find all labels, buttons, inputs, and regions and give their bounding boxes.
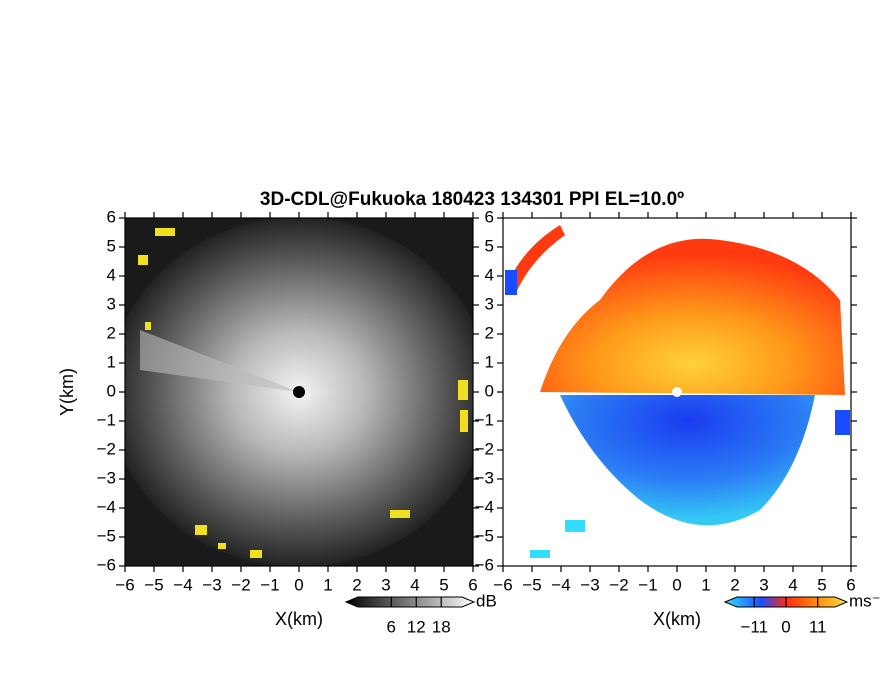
y-tick-label: 1 — [107, 352, 116, 371]
y-tick-label: 6 — [485, 207, 494, 226]
y-tick-label: −2 — [97, 439, 116, 458]
y-tick-label: −1 — [97, 410, 116, 429]
x-tick-label: 3 — [759, 575, 768, 594]
reflectivity-field — [125, 218, 473, 566]
y-tick-label: −4 — [97, 497, 116, 516]
x-tick-label: 1 — [323, 575, 332, 594]
x-axis-label: X(km) — [653, 609, 701, 629]
y-tick-label: −6 — [475, 555, 494, 574]
colorbar-tick-label: −11 — [741, 617, 769, 636]
x-tick-label: 4 — [410, 575, 419, 594]
y-tick-label: 0 — [485, 381, 494, 400]
x-axis-label: X(km) — [275, 609, 323, 629]
x-tick-label: −1 — [638, 575, 657, 594]
y-tick-label: 4 — [485, 265, 494, 284]
x-tick-label: 1 — [701, 575, 710, 594]
y-tick-label: 4 — [107, 265, 116, 284]
x-tick-label: −1 — [260, 575, 279, 594]
x-tick-label: −6 — [493, 575, 512, 594]
y-tick-label: 5 — [107, 236, 116, 255]
x-tick-label: −6 — [115, 575, 134, 594]
y-tick-label: 1 — [485, 352, 494, 371]
x-tick-label: 6 — [846, 575, 855, 594]
y-tick-label: −6 — [97, 555, 116, 574]
y-tick-label: −5 — [97, 526, 116, 545]
x-tick-label: −5 — [522, 575, 541, 594]
x-tick-label: 2 — [352, 575, 361, 594]
x-tick-label: 4 — [788, 575, 797, 594]
x-tick-label: 5 — [439, 575, 448, 594]
y-tick-label: 0 — [107, 381, 116, 400]
x-tick-label: −4 — [551, 575, 570, 594]
colorbar-tick-label: 12 — [407, 617, 426, 636]
colorbar-tick-label: 6 — [387, 617, 396, 636]
x-tick-label: 0 — [294, 575, 303, 594]
x-tick-label: 5 — [817, 575, 826, 594]
x-tick-label: −3 — [202, 575, 221, 594]
chart-title: 3D-CDL@Fukuoka 180423 134301 PPI EL=10.0… — [260, 189, 684, 210]
x-tick-label: −4 — [173, 575, 192, 594]
y-tick-label: 3 — [107, 294, 116, 313]
x-tick-label: −5 — [144, 575, 163, 594]
y-tick-label: −3 — [97, 468, 116, 487]
y-tick-label: −4 — [475, 497, 494, 516]
x-tick-label: −2 — [231, 575, 250, 594]
x-tick-label: −2 — [609, 575, 628, 594]
y-tick-label: −5 — [475, 526, 494, 545]
x-tick-label: −3 — [580, 575, 599, 594]
colorbar-tick-label: 0 — [781, 617, 790, 636]
colorbar-unit: dB — [476, 591, 497, 610]
y-tick-label: 3 — [485, 294, 494, 313]
colorbar-unit: ms⁻¹ — [849, 591, 880, 610]
colorbar-tick-label: 11 — [809, 617, 827, 636]
y-tick-label: 2 — [485, 323, 494, 342]
colorbar-tick-label: 18 — [432, 617, 451, 636]
x-tick-label: 0 — [672, 575, 681, 594]
y-tick-label: 2 — [107, 323, 116, 342]
y-tick-label: 5 — [485, 236, 494, 255]
y-axis-label: Y(km) — [57, 368, 77, 416]
y-tick-label: −3 — [475, 468, 494, 487]
y-tick-label: 6 — [107, 207, 116, 226]
colorbar — [344, 596, 476, 608]
x-tick-label: 3 — [381, 575, 390, 594]
velocity-field — [503, 218, 851, 566]
x-tick-label: 6 — [468, 575, 477, 594]
y-tick-label: −2 — [475, 439, 494, 458]
y-tick-label: −1 — [475, 410, 494, 429]
x-tick-label: 2 — [730, 575, 739, 594]
